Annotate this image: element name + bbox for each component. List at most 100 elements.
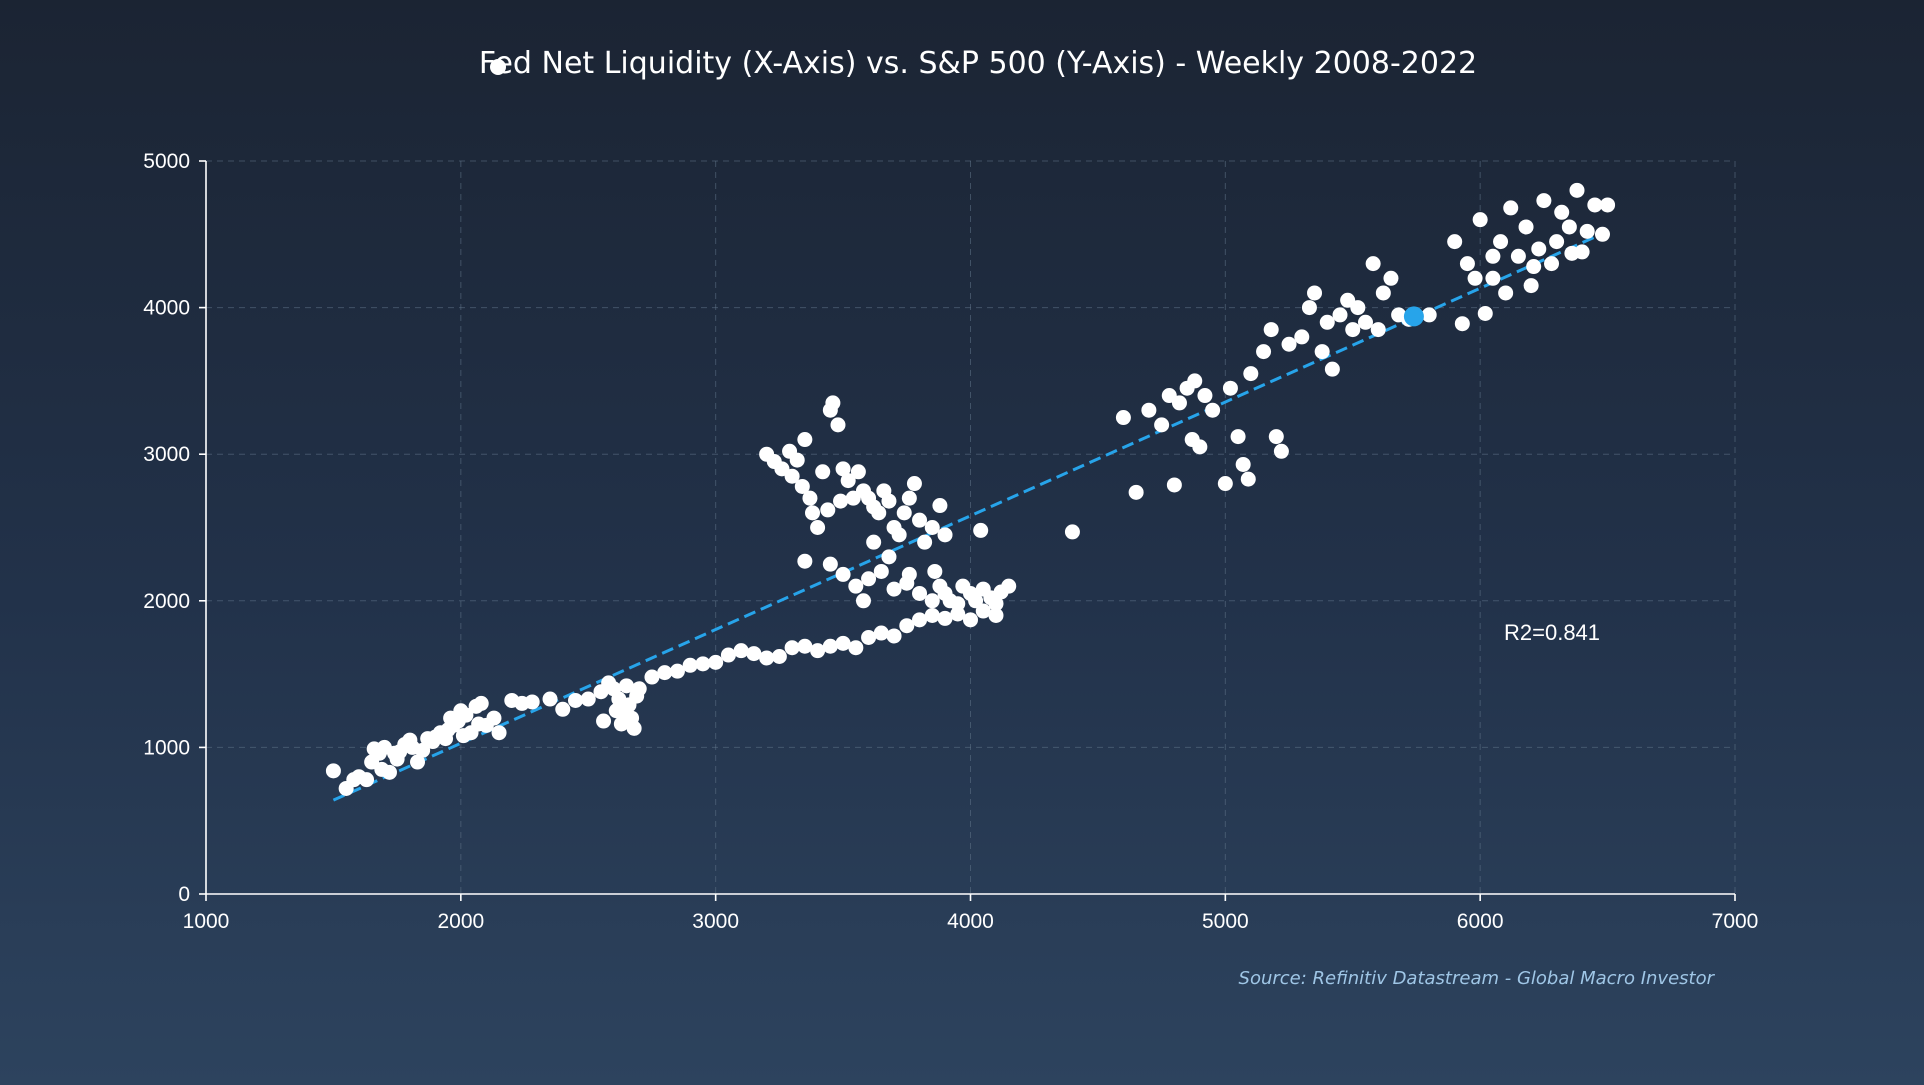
data-point — [1536, 193, 1552, 209]
y-tick-label: 2000 — [143, 590, 190, 613]
data-point — [1141, 402, 1157, 418]
data-point — [657, 665, 673, 681]
data-point — [524, 694, 540, 710]
data-point — [1222, 380, 1238, 396]
data-point — [932, 498, 948, 514]
data-point — [1115, 410, 1131, 426]
data-point — [886, 581, 902, 597]
data-point — [1166, 477, 1182, 493]
data-point — [669, 663, 685, 679]
data-point — [1370, 322, 1386, 338]
data-point — [1383, 270, 1399, 286]
data-point — [797, 638, 813, 654]
x-tick-label: 3000 — [692, 910, 739, 933]
data-point — [346, 772, 362, 788]
tick-labels: 0 1000 2000 3000 4000 5000 1000 2000 3000 4000 500… — [143, 150, 1758, 933]
data-point — [1561, 219, 1577, 235]
data-point — [1375, 285, 1391, 301]
data-point — [861, 629, 877, 645]
data-point — [810, 643, 826, 659]
data-point — [784, 468, 800, 484]
data-point — [1459, 256, 1475, 272]
data-point — [881, 549, 897, 565]
data-point — [901, 490, 917, 506]
trendline-layer — [332, 229, 1609, 802]
data-point — [1314, 344, 1330, 360]
data-point — [891, 527, 907, 543]
data-point — [973, 522, 989, 538]
data-point — [1205, 402, 1221, 418]
data-point — [1263, 322, 1279, 338]
data-point — [988, 607, 1004, 623]
data-point — [1477, 305, 1493, 321]
data-point — [1549, 234, 1565, 250]
y-tick-label: 1000 — [143, 736, 190, 759]
data-point — [830, 417, 846, 433]
data-point — [873, 625, 889, 641]
data-point — [1154, 417, 1170, 433]
data-point — [912, 612, 928, 628]
data-point — [835, 566, 851, 582]
data-point — [899, 618, 915, 634]
data-point — [325, 763, 341, 779]
data-point — [906, 476, 922, 492]
x-tick-label: 2000 — [437, 910, 484, 933]
y-tick-label: 5000 — [143, 150, 190, 173]
data-point — [1365, 256, 1381, 272]
data-point — [1217, 476, 1233, 492]
data-point — [950, 606, 966, 622]
data-point — [789, 452, 805, 468]
data-point — [794, 478, 810, 494]
data-point — [1197, 388, 1213, 404]
data-point — [1498, 285, 1514, 301]
data-point — [1510, 248, 1526, 264]
data-point — [975, 603, 991, 619]
data-point — [425, 734, 441, 750]
data-point — [1268, 429, 1284, 445]
data-point — [746, 646, 762, 662]
data-point — [473, 695, 489, 711]
data-point — [708, 654, 724, 670]
data-point — [950, 596, 966, 612]
source-note: Source: Refinitiv Datastream - Global Ma… — [1239, 968, 1716, 989]
data-point — [1345, 322, 1361, 338]
data-point — [866, 534, 882, 550]
data-point — [825, 395, 841, 411]
data-point — [443, 710, 459, 726]
data-point — [822, 638, 838, 654]
data-point — [871, 505, 887, 521]
data-point — [835, 461, 851, 477]
data-point — [861, 571, 877, 587]
data-point — [822, 556, 838, 572]
data-point — [455, 728, 471, 744]
data-point — [797, 432, 813, 448]
grid-layer — [206, 160, 1736, 894]
data-point — [1503, 200, 1519, 216]
data-point — [937, 527, 953, 543]
data-point — [542, 691, 558, 707]
data-point — [733, 643, 749, 659]
data-point — [1319, 314, 1335, 330]
data-point — [410, 754, 426, 770]
trendline — [332, 229, 1609, 802]
data-point — [1273, 443, 1289, 459]
data-point — [1569, 182, 1585, 198]
data-point — [1526, 259, 1542, 275]
data-point — [759, 650, 775, 666]
y-tick-label: 0 — [178, 883, 190, 906]
data-point — [1544, 256, 1560, 272]
data-point — [924, 593, 940, 609]
data-point — [374, 761, 390, 777]
data-point — [1171, 395, 1187, 411]
data-point — [968, 593, 984, 609]
data-point — [848, 640, 864, 656]
data-point — [1554, 204, 1570, 220]
y-tick-label: 3000 — [143, 443, 190, 466]
data-point — [820, 502, 836, 518]
data-point — [1579, 223, 1595, 239]
data-point — [784, 640, 800, 656]
y-tick-label: 4000 — [143, 297, 190, 320]
data-point — [1243, 366, 1259, 382]
data-point — [626, 720, 642, 736]
